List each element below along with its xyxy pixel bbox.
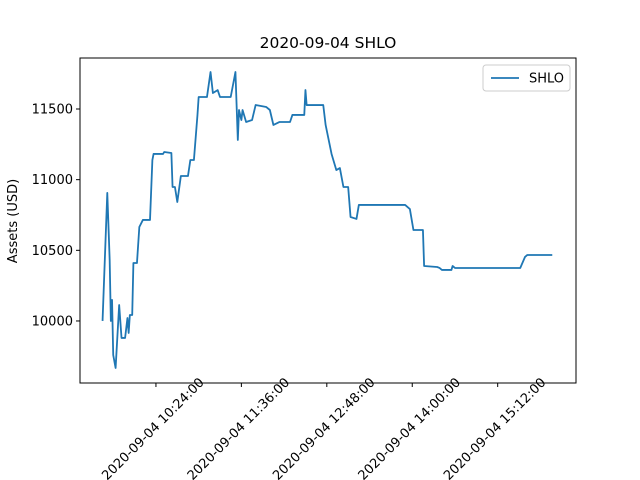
- legend-box: [482, 64, 571, 92]
- chart-title: 2020-09-04 SHLO: [260, 34, 397, 52]
- legend-label: SHLO: [529, 72, 564, 87]
- y-tick-label: 10000: [32, 314, 73, 329]
- y-axis-label: Assets (USD): [6, 179, 21, 263]
- y-tick-label: 11500: [32, 103, 73, 118]
- axes-frame: [79, 57, 577, 384]
- data-line: [101, 71, 553, 369]
- y-tick-label: 11000: [32, 173, 73, 188]
- y-tick-label: 10500: [32, 244, 73, 259]
